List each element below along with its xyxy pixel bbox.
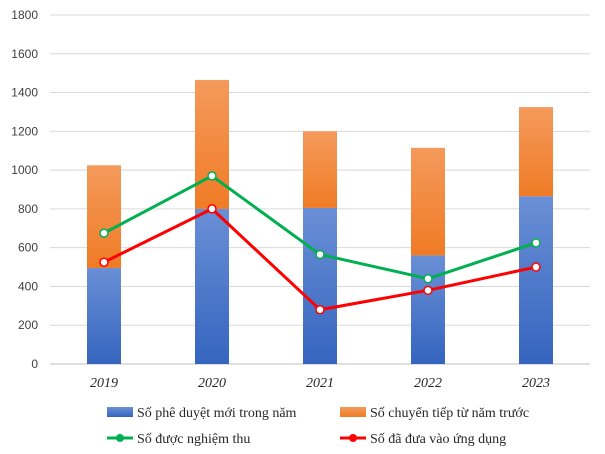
y-tick-label: 0 <box>31 357 38 371</box>
point-applied-2023 <box>531 262 541 272</box>
point-accepted-2021 <box>315 249 325 260</box>
x-tick-label: 2019 <box>90 376 118 391</box>
legend-label: Số chuyển tiếp từ năm trước <box>370 406 529 421</box>
point-accepted-2023 <box>531 238 541 248</box>
y-axis-ticks: 0 200 400 600 800 1000 1200 1400 1600 1800 <box>11 8 38 371</box>
point-applied-2020 <box>207 204 217 214</box>
stacked-bars <box>87 79 553 364</box>
legend-marker-3 <box>349 434 357 442</box>
legend-label: Số đã đưa vào ứng dụng <box>370 432 506 447</box>
y-tick-label: 1800 <box>11 8 38 22</box>
legend-label: Số được nghiệm thu <box>137 432 250 447</box>
y-tick-label: 1000 <box>11 163 38 177</box>
bar-new-approved-2021 <box>303 207 337 364</box>
bar-new-approved-2019 <box>87 268 121 364</box>
bar-carried-over-2020 <box>195 79 229 209</box>
y-tick-label: 1200 <box>11 124 38 138</box>
point-accepted-2020 <box>207 171 217 181</box>
legend-swatch-1 <box>340 407 366 417</box>
y-tick-label: 400 <box>18 279 38 293</box>
bar-new-approved-2022 <box>411 255 445 364</box>
bar-carried-over-2021 <box>303 131 337 208</box>
bar-new-approved-2023 <box>519 196 553 364</box>
legend-swatch-0 <box>107 407 133 417</box>
y-tick-label: 800 <box>18 202 38 216</box>
y-tick-label: 1600 <box>11 47 38 61</box>
x-tick-label: 2022 <box>414 376 442 391</box>
point-applied-2022 <box>423 285 433 296</box>
point-applied-2019 <box>99 257 109 267</box>
y-tick-label: 600 <box>18 241 38 255</box>
legend-label: Số phê duyệt mới trong năm <box>137 406 297 421</box>
point-applied-2021 <box>315 304 325 315</box>
legend-marker-2 <box>116 434 124 442</box>
bar-new-approved-2020 <box>195 208 229 364</box>
bar-carried-over-2023 <box>519 107 553 197</box>
x-tick-label: 2023 <box>522 376 550 391</box>
bar-carried-over-2019 <box>87 165 121 269</box>
x-tick-label: 2020 <box>198 376 226 391</box>
x-axis-ticks: 2019 2020 2021 2022 2023 <box>90 376 550 391</box>
line-series <box>99 171 541 315</box>
y-tick-label: 200 <box>18 318 38 332</box>
point-accepted-2019 <box>99 228 109 238</box>
bar-carried-over-2022 <box>411 147 445 256</box>
y-tick-label: 1400 <box>11 86 38 100</box>
x-tick-label: 2021 <box>306 376 334 391</box>
point-accepted-2022 <box>423 273 433 284</box>
legend: Số phê duyệt mới trong năm Số chuyển tiếp… <box>107 406 529 447</box>
